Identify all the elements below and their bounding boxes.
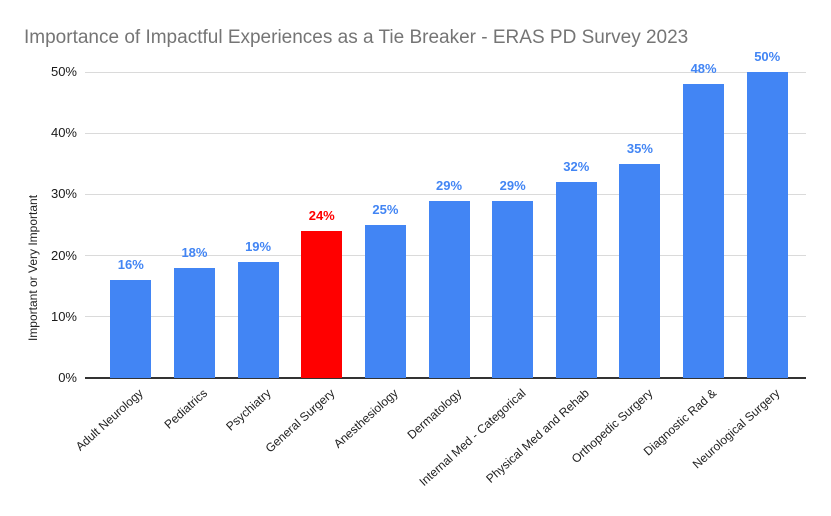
bar-slot: 50% xyxy=(735,49,799,378)
bar-slot: 48% xyxy=(672,61,736,378)
y-tick-label: 40% xyxy=(50,125,77,141)
bar-value-label: 32% xyxy=(563,159,590,175)
bar-value-label: 18% xyxy=(181,244,208,260)
bar xyxy=(683,84,725,378)
bar xyxy=(364,225,406,378)
bar xyxy=(492,200,534,378)
y-tick-label: 20% xyxy=(50,247,77,263)
bar xyxy=(237,261,279,378)
gridline xyxy=(85,193,806,195)
bar xyxy=(110,280,152,378)
y-tick-label: 30% xyxy=(50,186,77,202)
bars-group: 16% 18% 19% 24% 25% 29% 29% 32% 35% 48% 50% xyxy=(99,49,799,378)
bar xyxy=(301,231,343,378)
bar xyxy=(746,72,788,378)
chart-title: Importance of Impactful Experiences as a… xyxy=(24,27,689,48)
bar-value-label: 29% xyxy=(499,177,526,193)
x-tick-label: Physical Med and Rehab xyxy=(483,386,592,486)
x-tick-label: Psychiatry xyxy=(222,386,274,434)
plot-area: 0% 10% 20% 30% 40% 50% 16% 18% 19% 24% 25% 29% 29% 32… xyxy=(51,49,806,489)
bar xyxy=(428,200,470,378)
bar-value-label: 48% xyxy=(690,61,717,77)
x-tick-label: Adult Neurology xyxy=(73,386,147,454)
bar-slot: 19% xyxy=(226,72,290,378)
x-tick-label: Anesthesiology xyxy=(330,386,401,451)
x-tick-label: Pediatrics xyxy=(161,386,210,432)
bar-value-label: 25% xyxy=(372,202,399,217)
gridline xyxy=(85,132,806,134)
bar xyxy=(619,163,661,378)
bar-value-label: 16% xyxy=(117,257,144,273)
bar-slot: 29% xyxy=(417,72,481,378)
x-tick-label: Dermatology xyxy=(404,386,465,442)
bar-value-label: 24% xyxy=(308,208,335,224)
gridline xyxy=(85,71,806,73)
bar-slot: 16% xyxy=(99,72,163,378)
bar-value-label: 35% xyxy=(626,140,653,156)
y-tick-label: 0% xyxy=(58,370,77,385)
bar-slot: 32% xyxy=(544,72,608,378)
bar-value-label: 19% xyxy=(245,238,272,254)
bar-slot: 25% xyxy=(354,72,418,378)
bar-value-label: 50% xyxy=(754,49,781,64)
bar-slot: 29% xyxy=(481,72,545,378)
bar-slot: 35% xyxy=(608,72,672,378)
x-axis-labels: Adult Neurology Pediatrics Psychiatry Gener… xyxy=(73,378,799,508)
x-axis-line xyxy=(85,377,806,379)
bar-slot: 24% xyxy=(290,72,354,378)
bar-slot: 18% xyxy=(163,72,227,378)
bar xyxy=(173,267,215,378)
bar-value-label: 29% xyxy=(436,177,463,193)
y-tick-label: 10% xyxy=(50,308,77,324)
x-tick-label: Internal Med - Categorical xyxy=(416,386,529,489)
y-tick-label: 50% xyxy=(50,64,77,79)
bar xyxy=(555,182,597,378)
